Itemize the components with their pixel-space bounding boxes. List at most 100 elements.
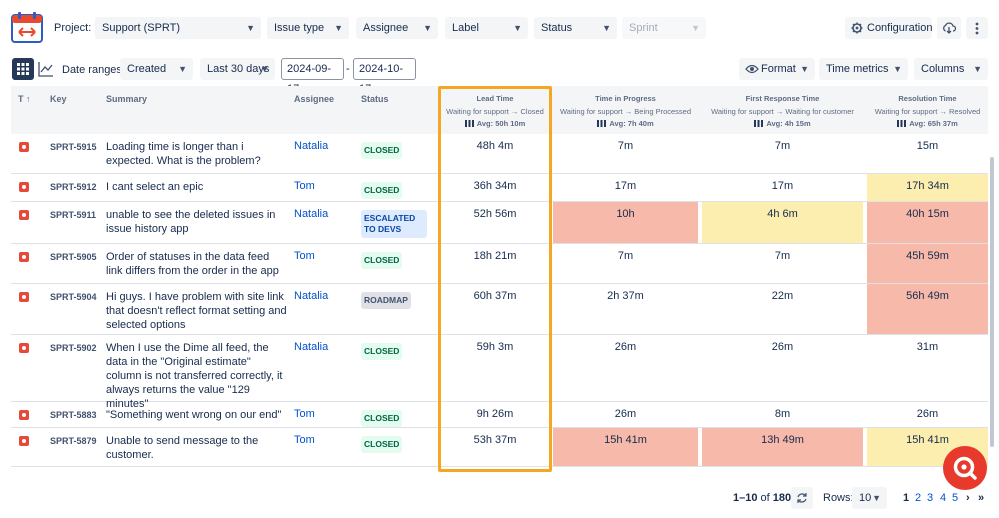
metric-column-header[interactable]: Lead Time Waiting for support → Closed Avg…: [438, 93, 552, 131]
issue-summary[interactable]: Loading time is longer than i expected. …: [106, 141, 261, 167]
issue-key[interactable]: SPRT-5912: [50, 182, 97, 192]
metric-value: 60h 37m: [473, 290, 517, 302]
summary-column-header[interactable]: Summary: [106, 94, 148, 104]
issue-type-filter-label: Issue type: [274, 22, 325, 34]
status-badge: CLOSED: [361, 142, 403, 159]
status-column-header[interactable]: Status: [361, 94, 389, 104]
page-5[interactable]: 5: [952, 492, 959, 504]
top-toolbar: Project: Support (SPRT) ▼ Issue type ▼ A…: [0, 0, 999, 52]
bug-icon: [19, 436, 29, 446]
issue-assignee[interactable]: Tom: [294, 250, 315, 262]
type-header-label: T: [18, 94, 24, 104]
issue-key[interactable]: SPRT-5905: [50, 252, 97, 262]
issue-summary[interactable]: unable to see the deleted issues in issu…: [106, 209, 276, 235]
label-filter[interactable]: Label ▼: [445, 17, 528, 39]
chevron-double-right-icon[interactable]: »: [978, 492, 985, 504]
pagination-of-label: of: [760, 492, 770, 504]
table-row[interactable]: SPRT-5911 unable to see the deleted issue…: [11, 202, 988, 244]
label-filter-label: Label: [452, 22, 479, 34]
page-4[interactable]: 4: [940, 492, 947, 504]
key-column-header[interactable]: Key: [50, 94, 67, 104]
metric-path: Waiting for support → Waiting for custom…: [711, 106, 854, 116]
type-column-header[interactable]: T ↑: [18, 94, 31, 104]
issue-assignee[interactable]: Tom: [294, 408, 315, 420]
issue-assignee[interactable]: Tom: [294, 180, 315, 192]
metric-value: 10h: [553, 202, 698, 243]
issue-assignee[interactable]: Natalia: [294, 341, 329, 353]
project-select[interactable]: Support (SPRT) ▼: [95, 17, 261, 39]
issue-assignee[interactable]: Natalia: [294, 140, 329, 152]
metric-value: 15m: [916, 140, 939, 152]
chevron-down-icon: ▼: [178, 64, 187, 74]
issue-key[interactable]: SPRT-5904: [50, 292, 97, 302]
metric-value: 8m: [774, 408, 791, 420]
assignee-filter[interactable]: Assignee ▼: [356, 17, 438, 39]
status-badge: ROADMAP: [361, 292, 411, 309]
metric-value: 13h 49m: [702, 428, 863, 466]
export-button[interactable]: [937, 17, 961, 39]
chevron-down-icon: ▼: [260, 64, 269, 74]
page-3[interactable]: 3: [927, 492, 934, 504]
issue-assignee[interactable]: Tom: [294, 434, 315, 446]
columns-label: Columns: [921, 63, 965, 75]
date-to-input[interactable]: 2024-10-17: [353, 58, 416, 95]
vertical-scrollbar[interactable]: [990, 157, 994, 447]
bug-icon: [19, 410, 29, 420]
issue-summary[interactable]: Hi guys. I have problem with site link t…: [106, 291, 287, 331]
issue-key[interactable]: SPRT-5911: [50, 210, 97, 220]
page-2[interactable]: 2: [915, 492, 922, 504]
chevron-down-icon: ▼: [334, 23, 343, 33]
metric-column-header[interactable]: First Response Time Waiting for support →…: [702, 93, 863, 131]
issue-summary[interactable]: Unable to send message to the customer.: [106, 435, 259, 461]
issue-summary[interactable]: I cant select an epic: [106, 181, 204, 193]
issue-assignee[interactable]: Natalia: [294, 208, 329, 220]
page-1[interactable]: 1: [903, 492, 910, 504]
help-chat-button[interactable]: [943, 446, 987, 490]
range-preset-select[interactable]: Last 30 days ▼: [200, 58, 275, 80]
table-row[interactable]: SPRT-5902 When I use the Dime all feed, t…: [11, 335, 988, 410]
assignee-column-header[interactable]: Assignee: [294, 94, 335, 104]
refresh-button[interactable]: [791, 487, 813, 509]
issue-key[interactable]: SPRT-5902: [50, 343, 97, 353]
time-metrics-label: Time metrics: [826, 63, 889, 75]
grid-view-button[interactable]: [12, 58, 34, 80]
bug-icon: [19, 252, 29, 262]
metric-value: 17m: [771, 180, 794, 192]
more-options-button[interactable]: [966, 17, 988, 39]
issue-key[interactable]: SPRT-5879: [50, 436, 97, 446]
issue-type-filter[interactable]: Issue type ▼: [267, 17, 349, 39]
issue-summary[interactable]: "Something went wrong on our end": [106, 409, 282, 421]
table-row[interactable]: SPRT-5879 Unable to send message to the c…: [11, 428, 988, 467]
format-button[interactable]: Format ▼: [739, 58, 815, 80]
metric-value: 2h 37m: [607, 290, 644, 302]
status-filter[interactable]: Status ▼: [534, 17, 617, 39]
bug-icon: [19, 210, 29, 220]
metric-path: Waiting for support → Resolved: [874, 106, 981, 116]
issue-key[interactable]: SPRT-5883: [50, 410, 97, 420]
date-field-select[interactable]: Created ▼: [120, 58, 193, 80]
metric-average-value: Avg: 50h 10m: [476, 119, 526, 128]
table-row[interactable]: SPRT-5905 Order of statuses in the data f…: [11, 244, 988, 284]
configuration-button[interactable]: Configuration: [845, 17, 932, 39]
table-row[interactable]: SPRT-5912 I cant select an epic Tom CLOSED 3…: [11, 174, 988, 202]
columns-button[interactable]: Columns ▼: [914, 58, 988, 80]
chart-line-icon[interactable]: [38, 61, 54, 77]
chevron-right-icon[interactable]: ›: [966, 492, 970, 504]
issue-key[interactable]: SPRT-5915: [50, 142, 97, 152]
table-row[interactable]: SPRT-5915 Loading time is longer than i e…: [11, 134, 988, 174]
issue-summary[interactable]: When I use the Dime all feed, the data i…: [106, 342, 283, 410]
time-metrics-button[interactable]: Time metrics ▼: [819, 58, 908, 80]
pagination-total: 180: [772, 492, 792, 504]
issue-summary[interactable]: Order of statuses in the data feed link …: [106, 251, 279, 277]
issue-assignee[interactable]: Natalia: [294, 290, 329, 302]
calendar-small-icon: [597, 120, 607, 127]
rows-per-page-select[interactable]: 10 ▼: [852, 487, 887, 509]
metric-value: 26m: [614, 341, 637, 353]
metric-column-header[interactable]: Resolution Time Waiting for support → Res…: [867, 93, 988, 131]
metric-value: 52h 56m: [473, 208, 517, 220]
date-from-input[interactable]: 2024-09-17: [281, 58, 344, 95]
table-row[interactable]: SPRT-5904 Hi guys. I have problem with si…: [11, 284, 988, 335]
metric-column-header[interactable]: Time in Progress Waiting for support → Be…: [553, 93, 698, 131]
table-row[interactable]: SPRT-5883 "Something went wrong on our en…: [11, 402, 988, 428]
status-badge: CLOSED: [361, 252, 403, 269]
